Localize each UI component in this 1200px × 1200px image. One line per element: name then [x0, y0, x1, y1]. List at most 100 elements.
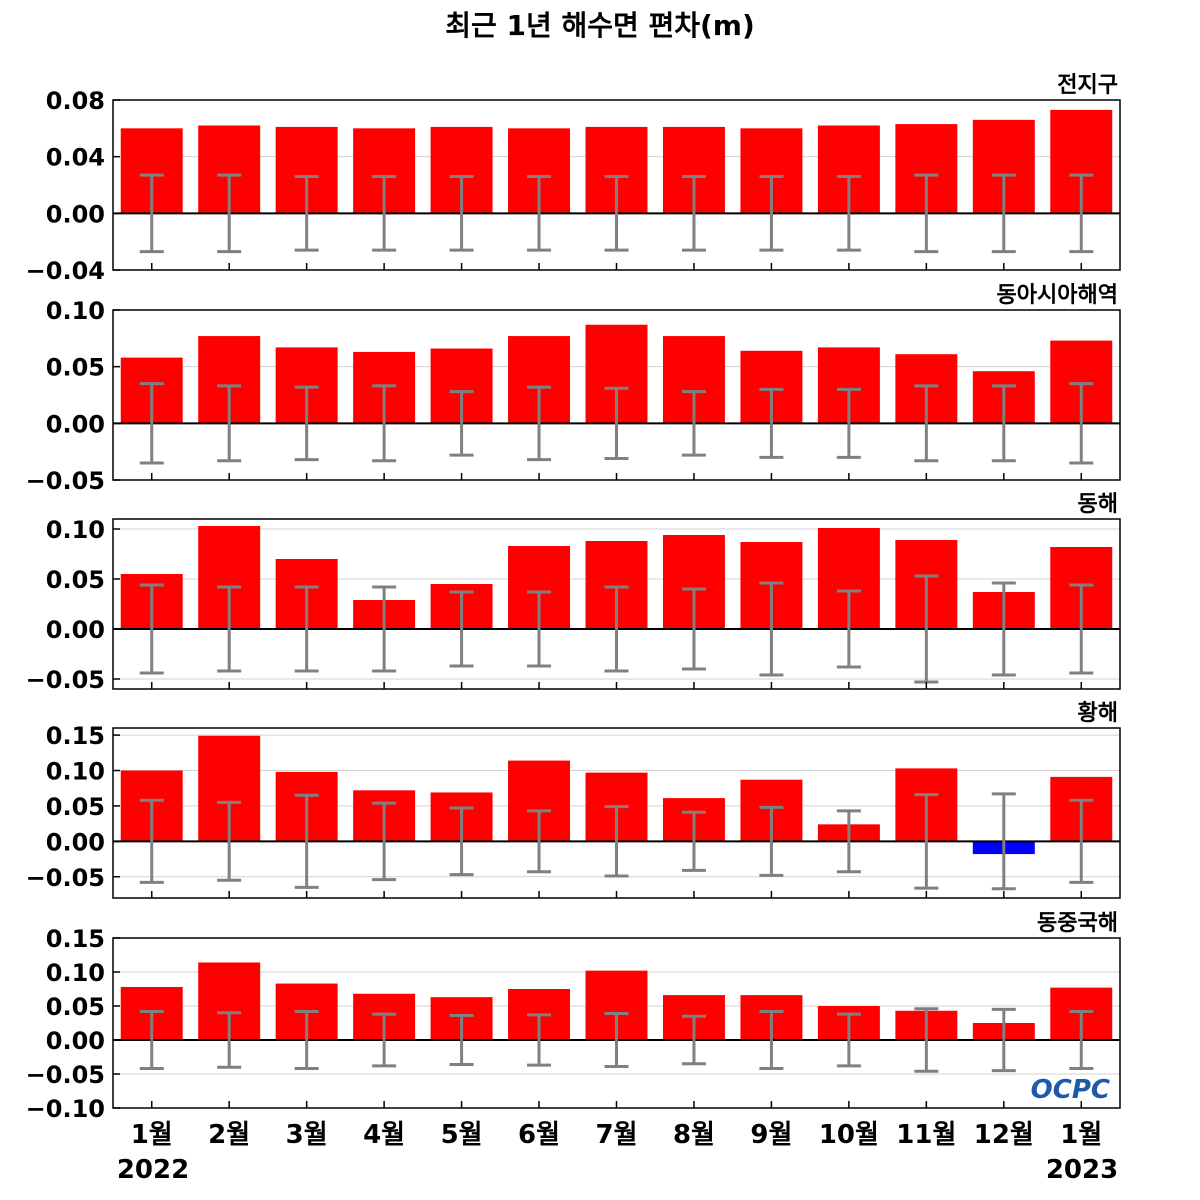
error-bar — [681, 587, 706, 671]
error-bar — [604, 805, 629, 878]
region-label: 동해 — [1078, 492, 1118, 517]
error-bar — [139, 173, 164, 254]
y-tick-label: 0.08 — [46, 87, 105, 115]
end-year-label: 2023 — [1046, 1155, 1118, 1185]
error-bar — [217, 1011, 242, 1069]
y-tick-label: −0.10 — [26, 1095, 105, 1123]
region-label: 동중국해 — [1037, 911, 1118, 936]
error-bar — [604, 585, 629, 673]
y-tick-label: −0.05 — [26, 666, 105, 694]
error-bar — [294, 1009, 319, 1071]
ocpc-logo: OCPC — [1031, 1075, 1110, 1105]
error-bar — [372, 1012, 397, 1068]
error-bar — [914, 793, 939, 890]
region-label: 동아시아해역 — [997, 283, 1118, 308]
error-bar — [836, 1012, 861, 1068]
error-bar — [527, 175, 552, 252]
error-bar — [217, 384, 242, 463]
x-tick-label: 2월 — [208, 1120, 250, 1150]
error-bar — [604, 1011, 629, 1069]
error-bar — [681, 390, 706, 457]
error-bar — [1069, 173, 1094, 254]
error-bar — [294, 793, 319, 889]
y-tick-label: 0.00 — [46, 410, 105, 438]
y-tick-label: 0.00 — [46, 200, 105, 228]
y-tick-label: −0.05 — [26, 864, 105, 892]
x-tick-label: 8월 — [673, 1120, 715, 1150]
y-tick-label: 0.10 — [46, 516, 105, 544]
x-tick-label: 5월 — [441, 1120, 483, 1150]
error-bar — [139, 1009, 164, 1071]
error-bar — [836, 589, 861, 669]
error-bar — [372, 175, 397, 252]
x-tick-label: 9월 — [750, 1120, 792, 1150]
panel-3: −0.05 0.00 0.05 0.10 동해 — [26, 492, 1121, 694]
error-bar — [449, 590, 474, 668]
error-bar — [759, 805, 784, 877]
error-bar — [372, 585, 397, 673]
x-tick-label: 1월 — [1060, 1120, 1102, 1150]
x-tick-label: 3월 — [286, 1120, 328, 1150]
error-bar — [372, 384, 397, 463]
x-tick-label: 10월 — [819, 1120, 879, 1150]
x-tick-label: 11월 — [896, 1120, 956, 1150]
error-bar — [449, 390, 474, 457]
y-tick-label: 0.05 — [46, 993, 105, 1021]
error-bar — [914, 1007, 939, 1073]
error-bar — [681, 810, 706, 872]
error-bar — [139, 798, 164, 884]
error-bar — [991, 1007, 1016, 1073]
x-tick-label: 1월 — [131, 1120, 173, 1150]
error-bar — [914, 173, 939, 254]
y-tick-label: 0.10 — [46, 959, 105, 987]
error-bar — [759, 387, 784, 459]
error-bar — [836, 387, 861, 459]
error-bar — [836, 175, 861, 252]
error-bar — [294, 585, 319, 673]
start-year-label: 2022 — [117, 1155, 189, 1185]
error-bar — [759, 1009, 784, 1071]
region-label: 전지구 — [1057, 73, 1118, 98]
error-bar — [604, 175, 629, 252]
error-bar — [991, 173, 1016, 254]
error-bar — [217, 800, 242, 882]
page-title: 최근 1년 해수면 편차(m) — [445, 9, 755, 42]
x-tick-label: 6월 — [518, 1120, 560, 1150]
y-tick-label: −0.04 — [26, 257, 105, 285]
panel-5: −0.10 −0.05 0.00 0.05 0.10 0.15 동중국해 — [26, 911, 1121, 1123]
x-tick-label: 12월 — [974, 1120, 1034, 1150]
error-bar — [294, 175, 319, 252]
error-bar — [991, 384, 1016, 463]
error-bar — [527, 590, 552, 668]
x-tick-label: 7월 — [595, 1120, 637, 1150]
y-tick-label: 0.10 — [46, 297, 105, 325]
y-tick-label: 0.10 — [46, 758, 105, 786]
error-bar — [991, 581, 1016, 677]
error-bar — [294, 385, 319, 462]
error-bar — [836, 809, 861, 874]
error-bar — [1069, 798, 1094, 884]
error-bar — [681, 175, 706, 252]
y-tick-label: 0.15 — [46, 925, 105, 953]
y-tick-label: 0.05 — [46, 566, 105, 594]
error-bar — [217, 585, 242, 673]
error-bar — [527, 385, 552, 462]
error-bar — [449, 175, 474, 252]
error-bar — [217, 173, 242, 254]
error-bar — [527, 809, 552, 874]
error-bar — [991, 792, 1016, 891]
y-tick-label: 0.00 — [46, 1027, 105, 1055]
error-bar — [759, 581, 784, 677]
error-bar — [1069, 1009, 1094, 1071]
error-bar — [1069, 382, 1094, 465]
error-bar — [139, 382, 164, 465]
error-bar — [449, 806, 474, 877]
error-bar — [139, 583, 164, 675]
region-label: 황해 — [1078, 701, 1118, 726]
error-bar — [527, 1013, 552, 1067]
y-tick-label: 0.00 — [46, 828, 105, 856]
error-bar — [604, 386, 629, 460]
x-tick-label: 4월 — [363, 1120, 405, 1150]
y-tick-label: −0.05 — [26, 1061, 105, 1089]
panel-4: −0.05 0.00 0.05 0.10 0.15 황해 — [26, 701, 1121, 899]
